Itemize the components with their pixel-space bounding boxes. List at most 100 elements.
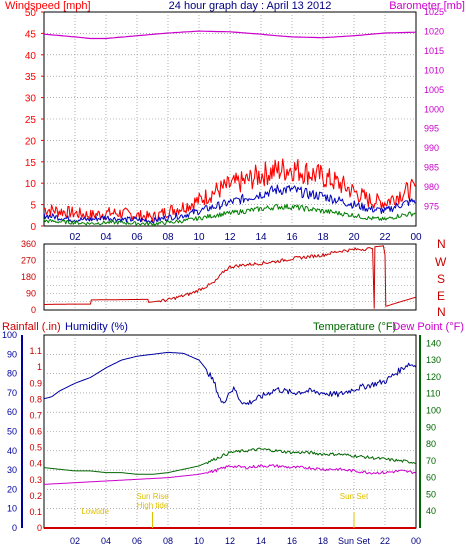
wind-tick-label: 25 [25, 115, 37, 126]
humidity-tick-label: 0 [12, 523, 17, 533]
direction-label-e: E [437, 289, 445, 303]
time-tick-label: 00 [410, 232, 422, 243]
wind-series-line [43, 203, 416, 227]
temperature-tick-label: 90 [426, 422, 436, 432]
temperature-tick-label: 120 [426, 372, 441, 382]
time-tick-label-bottom: 06 [132, 536, 142, 546]
humidity-tick-label: 70 [7, 388, 17, 398]
direction-label-n-bottom: N [437, 305, 446, 319]
graph-title: 24 hour graph day : April 13 2012 [169, 0, 332, 12]
time-tick-label: 08 [162, 232, 174, 243]
temperature-tick-label: 80 [426, 439, 436, 449]
time-tick-label-bottom: 10 [194, 536, 204, 546]
time-tick-label: 16 [286, 232, 298, 243]
humidity-tick-label: 30 [7, 465, 17, 475]
time-tick-label: 10 [193, 232, 205, 243]
time-tick-label: 14 [255, 232, 267, 243]
wind-tick-label: 15 [25, 158, 37, 169]
temperature-tick-label: 100 [426, 406, 441, 416]
temperature-tick-label: 110 [426, 389, 440, 399]
direction-panel-grid [44, 244, 416, 310]
direction-tick-label: 0 [31, 305, 36, 315]
humidity-tick-label: 100 [2, 330, 17, 340]
direction-label-w: W [435, 255, 447, 269]
humidity-tick-label: 20 [7, 484, 17, 494]
barometer-axis-title: Barometer [mb] [389, 0, 465, 12]
time-tick-label-bottom: Sun Set [338, 536, 371, 546]
time-tick-label-bottom: 08 [163, 536, 173, 546]
barometer-tick-label: 990 [424, 143, 439, 153]
barometer-tick-label: 1015 [424, 46, 444, 56]
barometer-tick-label: 1010 [424, 65, 444, 75]
humidity-tick-label: 60 [7, 407, 17, 417]
humidity-tick-label: 90 [7, 349, 17, 359]
barometer-tick-label: 1000 [424, 104, 444, 114]
wind-series-line [43, 158, 416, 223]
direction-tick-label: 90 [26, 289, 36, 299]
wind-tick-label: 50 [25, 8, 37, 19]
rainfall-tick-label: 0 [37, 523, 42, 533]
barometer-tick-label: 1025 [424, 7, 444, 17]
rainfall-tick-label: 0.4 [29, 459, 42, 469]
time-tick-label: 22 [379, 232, 391, 243]
time-tick-label-bottom: 18 [318, 536, 328, 546]
time-tick-label: 18 [317, 232, 329, 243]
rainfall-tick-label: 0.5 [29, 443, 42, 453]
humidity-tick-label: 10 [7, 504, 17, 514]
time-tick-label: 20 [348, 232, 360, 243]
rainfall-tick-label: 0.3 [29, 475, 42, 485]
wind-tick-label: 35 [25, 72, 37, 83]
humidity-tick-label: 50 [7, 427, 17, 437]
humidity-tick-label: 40 [7, 446, 17, 456]
time-tick-label-bottom: 16 [287, 536, 297, 546]
direction-tick-label: 180 [21, 272, 36, 282]
barometer-line [43, 30, 417, 40]
wind-panel-grid [44, 12, 416, 226]
time-tick-label: 12 [224, 232, 236, 243]
direction-label-n-top: N [437, 237, 446, 251]
tide-annotation-label: Sun Rise [136, 492, 169, 501]
rainfall-tick-label: 1 [37, 362, 42, 372]
series-line-humidity [43, 351, 417, 405]
temperature-axis-title: Temperature (°F) [313, 321, 396, 333]
direction-tick-label: 270 [21, 256, 36, 266]
rainfall-tick-label: 0.7 [29, 410, 42, 420]
wind-tick-label: 20 [25, 136, 37, 147]
rainfall-axis-title: Rainfall (.in) [2, 321, 61, 333]
rainfall-tick-label: 0.6 [29, 427, 42, 437]
time-tick-label: 06 [131, 232, 143, 243]
series-line-dewpoint [43, 464, 417, 485]
time-tick-label-bottom: 14 [256, 536, 266, 546]
temperature-tick-label: 130 [426, 355, 441, 365]
temperature-tick-label: 40 [426, 506, 436, 516]
tide-annotation-label: High tide [137, 501, 169, 510]
wind-tick-label: 45 [25, 29, 37, 40]
temperature-tick-label: 70 [426, 456, 436, 466]
direction-label-s: S [437, 272, 445, 286]
time-tick-label-bottom: 02 [70, 536, 80, 546]
wind-tick-label: 5 [30, 201, 36, 212]
direction-tick-label: 360 [21, 239, 36, 249]
temperature-tick-label: 50 [426, 489, 436, 499]
series-line-temperature [43, 447, 417, 475]
wind-tick-label: 30 [25, 94, 37, 105]
humidity-panel-grid [44, 335, 416, 528]
temperature-tick-label: 140 [426, 338, 441, 348]
wind-series-line [43, 184, 416, 224]
rainfall-tick-label: 0.2 [29, 491, 42, 501]
wind-tick-label: 40 [25, 51, 37, 62]
humidity-axis-title: Humidity (%) [65, 321, 128, 333]
barometer-tick-label: 1005 [424, 85, 444, 95]
time-tick-label: 02 [69, 232, 81, 243]
wind-tick-label: 0 [30, 222, 36, 233]
barometer-tick-label: 1020 [424, 26, 444, 36]
rainfall-tick-label: 0.1 [29, 507, 42, 517]
temperature-tick-label: 60 [426, 473, 436, 483]
rainfall-tick-label: 0.8 [29, 394, 42, 404]
time-tick-label-bottom: 12 [225, 536, 235, 546]
wind-tick-label: 10 [25, 179, 37, 190]
barometer-tick-label: 980 [424, 182, 439, 192]
tide-annotation-label: Lowtide [81, 507, 109, 516]
time-tick-label-bottom: 22 [380, 536, 390, 546]
